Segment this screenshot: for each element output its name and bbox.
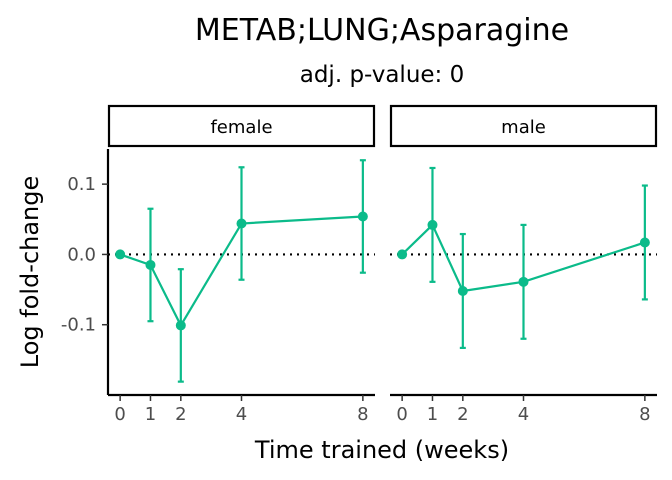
strip-label: male	[501, 117, 546, 138]
x-tick-label: 0	[114, 404, 125, 425]
strip-box	[107, 104, 376, 148]
y-tick-label: -0.1	[61, 315, 96, 336]
data-point	[357, 211, 368, 222]
strip-box	[389, 104, 658, 148]
data-point	[427, 219, 438, 230]
x-tick-label: 1	[427, 404, 438, 425]
data-point	[457, 285, 468, 296]
y-tick-label: 0.0	[67, 244, 96, 265]
data-point	[115, 249, 126, 260]
panel-female: female 0 1 2 4 8	[107, 104, 376, 425]
x-tick-label: 8	[639, 404, 650, 425]
x-tick-label: 8	[357, 404, 368, 425]
y-tick-label: 0.1	[67, 174, 96, 195]
x-axis-title: Time trained (weeks)	[254, 436, 509, 464]
chart-title: METAB;LUNG;Asparagine	[195, 13, 569, 48]
data-point	[175, 320, 186, 331]
data-point	[397, 249, 408, 260]
x-tick-label: 0	[396, 404, 407, 425]
panel-male: male 0 1 2 4 8	[389, 104, 658, 425]
data-point	[639, 237, 650, 248]
chart-subtitle: adj. p-value: 0	[300, 62, 465, 88]
data-point	[145, 259, 156, 270]
data-point	[518, 276, 529, 287]
x-tick-label: 2	[175, 404, 186, 425]
x-tick-label: 1	[145, 404, 156, 425]
strip-label: female	[210, 117, 272, 138]
y-axis-title: Log fold-change	[16, 176, 44, 369]
x-tick-label: 2	[457, 404, 468, 425]
data-point	[236, 218, 247, 229]
x-tick-label: 4	[236, 404, 247, 425]
x-tick-label: 4	[518, 404, 529, 425]
